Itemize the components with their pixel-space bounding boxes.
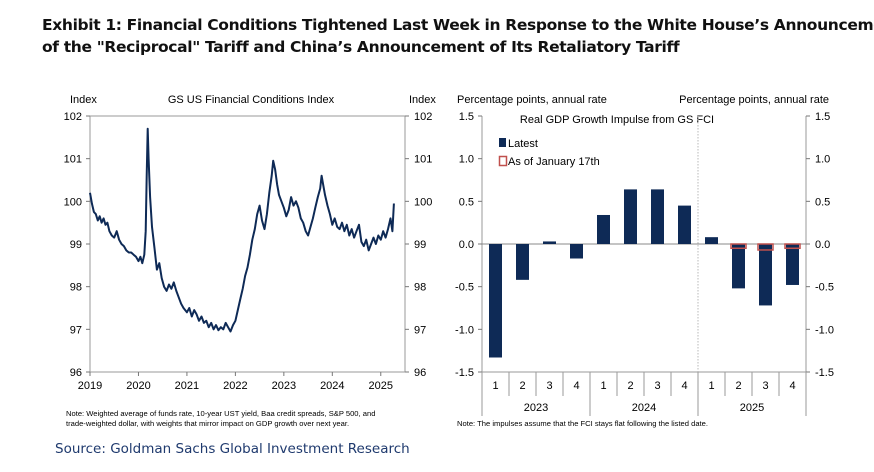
bar-left-tick-label: 0.5 [459,196,474,208]
bar-year-label: 2023 [524,402,548,414]
bar-right-tick-label: 1.5 [815,111,830,123]
fci-x-tick-label: 2021 [175,380,199,392]
fci-left-tick-label: 101 [64,154,82,166]
fci-left-tick-label: 99 [70,239,82,251]
bar-left-tick-label: -1.5 [455,367,474,379]
bar-latest [543,241,556,244]
bar-right-tick-label: 0.0 [815,239,830,251]
bar-latest [570,244,583,259]
bar-category-label: 1 [492,380,498,392]
fci-right-axis-label: Index [409,94,436,106]
legend-swatch-jan-17 [498,155,508,167]
fci-left-tick-label: 98 [70,282,82,294]
bar-latest [651,189,664,244]
bar-latest [597,214,610,244]
bar-latest [759,244,772,306]
bar-marks [489,189,801,358]
bar-left-tick-label: 1.0 [459,154,474,166]
fci-x-tick-label: 2019 [78,380,102,392]
fci-right-tick-label: 96 [414,367,426,379]
fci-right-tick-label: 100 [414,196,432,208]
fci-right-tick-label: 97 [414,324,426,336]
fci-series-line [89,127,395,333]
fci-x-tick-label: 2020 [126,380,150,392]
bar-latest [489,244,502,358]
bar-latest [732,244,745,289]
fci-note-continued: trade-weighted dollar, with weights that… [66,419,349,428]
bar-right-tick-label: 1.0 [815,154,830,166]
bar-axes: 1.5 1.5 1.0 1.0 0.5 0.5 0.0 0.0 -0.5 -0.5 -1.0 -1.0… [455,111,834,416]
fci-left-tick-label: 100 [64,196,82,208]
source-line: Source: Goldman Sachs Global Investment … [55,441,410,457]
bar-category-label: 2 [519,380,525,392]
bar-category-label: 4 [789,380,795,392]
fci-note: Note: Weighted average of funds rate, 10… [66,409,375,418]
bar-as-of-jan-17 [757,243,774,251]
bar-latest [624,189,637,244]
fci-left-tick-label: 102 [64,111,82,123]
bar-right-tick-label: -0.5 [815,282,834,294]
bar-as-of-jan-17 [784,243,801,250]
bar-category-label: 4 [573,380,579,392]
exhibit-title-line-1: Exhibit 1: Financial Conditions Tightene… [42,16,874,34]
fci-left-axis-label: Index [70,94,97,106]
bar-as-of-jan-17 [730,243,747,250]
bar-category-label: 3 [762,380,768,392]
fci-x-tick-label: 2022 [223,380,247,392]
fci-x-tick-label: 2025 [369,380,393,392]
bar-left-tick-label: 0.0 [459,239,474,251]
fci-line-chart: GS US Financial Conditions Index Index I… [64,94,437,428]
bar-latest [678,205,691,244]
fci-right-tick-label: 98 [414,282,426,294]
fci-right-tick-label: 102 [414,111,432,123]
fci-right-tick-label: 99 [414,239,426,251]
bar-year-label: 2024 [632,402,656,414]
bar-category-label: 4 [681,380,687,392]
bar-note: Note: The impulses assume that the FCI s… [457,419,708,428]
bar-category-label: 1 [600,380,606,392]
bar-category-label: 3 [546,380,552,392]
legend-label-jan-17: As of January 17th [508,156,600,168]
bar-legend: Latest As of January 17th [498,138,600,168]
gdp-impulse-bar-chart: Percentage points, annual rate Percentag… [455,94,834,428]
fci-plot-frame [89,115,406,373]
bar-left-axis-label: Percentage points, annual rate [457,94,607,106]
bar-chart-title: Real GDP Growth Impulse from GS FCI [520,114,714,126]
fci-ticks: 96 96 97 97 98 98 99 99 100 100 101 101 102 102 2019 20… [64,111,433,392]
bar-year-label: 2025 [740,402,764,414]
fci-chart-title: GS US Financial Conditions Index [168,94,335,106]
bar-latest [516,244,529,280]
bar-left-tick-label: -1.0 [455,324,474,336]
bar-category-label: 1 [708,380,714,392]
bar-latest [786,244,799,285]
bar-left-tick-label: -0.5 [455,282,474,294]
fci-x-tick-label: 2023 [272,380,296,392]
bar-latest [705,237,718,244]
bar-right-axis-label: Percentage points, annual rate [679,94,829,106]
legend-label-latest: Latest [508,138,538,150]
fci-left-tick-label: 97 [70,324,82,336]
bar-right-tick-label: -1.5 [815,367,834,379]
bar-category-label: 2 [627,380,633,392]
fci-left-tick-label: 96 [70,367,82,379]
exhibit-title: Exhibit 1: Financial Conditions Tightene… [42,14,874,58]
fci-x-tick-label: 2024 [320,380,344,392]
legend-swatch-latest [499,138,506,147]
bar-category-label: 2 [735,380,741,392]
bar-category-label: 3 [654,380,660,392]
exhibit-title-line-2: of the "Reciprocal" Tariff and China’s A… [42,38,680,56]
bar-right-tick-label: -1.0 [815,324,834,336]
bar-right-tick-label: 0.5 [815,196,830,208]
fci-right-tick-label: 101 [414,154,432,166]
bar-left-tick-label: 1.5 [459,111,474,123]
